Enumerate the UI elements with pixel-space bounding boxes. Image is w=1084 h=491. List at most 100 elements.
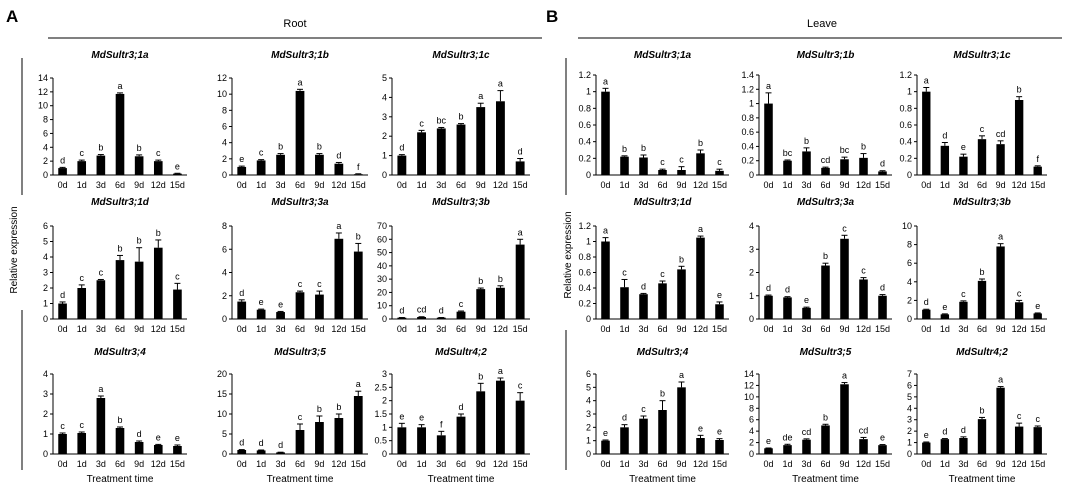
significance-letter: e <box>175 161 180 171</box>
y-tick-label: 8 <box>222 105 227 115</box>
bar <box>840 384 849 454</box>
significance-letter: d <box>641 281 646 291</box>
bar <box>859 439 868 454</box>
x-tick-label: 9d <box>676 324 686 334</box>
significance-letter: d <box>766 283 771 293</box>
x-tick-label: 3d <box>96 180 106 190</box>
y-tick-label: 1.2 <box>741 84 754 94</box>
x-tick-label: 6d <box>820 180 830 190</box>
significance-letter: d <box>336 150 341 160</box>
significance-letter: d <box>137 429 142 439</box>
bar <box>977 280 987 319</box>
significance-letter: b <box>1017 85 1022 95</box>
x-tick-label: 12d <box>693 459 708 469</box>
x-tick-label: 1d <box>256 180 266 190</box>
y-tick-label: 3 <box>749 244 754 254</box>
y-tick-label: 4 <box>382 92 387 102</box>
bar <box>515 161 525 175</box>
bar <box>153 161 163 175</box>
y-tick-label: 4 <box>586 396 591 406</box>
significance-letter: b <box>458 112 463 122</box>
significance-letter: b <box>478 371 483 381</box>
x-tick-label: 3d <box>276 180 286 190</box>
y-tick-label: 20 <box>217 369 227 379</box>
chart-leave-mdsultr3-1b: MdSultr3;1b 0 0.2 0.4 0.6 0.8 1 1.2 1.4 a 0d bc 1d b 3… <box>741 50 892 190</box>
chart-leave-mdsultr3-3a: MdSultr3;3a 0 1 2 3 4 d 0d d 1d e 3d b 6d c 9d c 12d d 15d <box>749 197 892 334</box>
bar <box>58 303 67 319</box>
x-tick-label: 1d <box>619 180 629 190</box>
x-tick-label: 0d <box>397 324 407 334</box>
significance-letter: d <box>399 143 404 153</box>
x-tick-label: 9d <box>839 459 849 469</box>
x-tick-label: 15d <box>513 459 528 469</box>
y-tick-label: 2 <box>43 283 48 293</box>
bar <box>821 425 830 454</box>
y-tick-label: 2 <box>43 409 48 419</box>
significance-letter: e <box>766 436 771 446</box>
significance-letter: b <box>336 402 341 412</box>
y-tick-label: 0 <box>382 170 387 180</box>
chart-title: MdSultr3;3a <box>271 197 329 208</box>
significance-letter: b <box>156 228 161 238</box>
bar <box>397 317 407 319</box>
bar <box>417 427 427 454</box>
significance-letter: d <box>942 427 947 437</box>
bar <box>295 90 305 175</box>
bar <box>153 445 163 454</box>
x-tick-label: 1d <box>417 180 427 190</box>
significance-letter: e <box>175 433 180 443</box>
x-tick-label: 0d <box>763 324 773 334</box>
significance-letter: c <box>717 157 722 167</box>
x-tick-label: 6d <box>657 324 667 334</box>
significance-letter: d <box>880 283 885 293</box>
bar <box>1033 427 1042 454</box>
significance-letter: a <box>98 384 103 394</box>
y-tick-label: 1 <box>43 299 48 309</box>
significance-letter: c <box>298 412 303 422</box>
y-tick-label: 0 <box>382 314 387 324</box>
bar <box>878 295 887 319</box>
bar <box>922 91 931 175</box>
bar <box>115 93 125 175</box>
y-tick-label: 0.4 <box>741 141 754 151</box>
y-tick-label: 1 <box>907 438 912 448</box>
y-tick-label: 4 <box>43 142 48 152</box>
y-tick-label: 0 <box>43 449 48 459</box>
x-axis-label: Treatment time <box>87 474 154 485</box>
x-tick-label: 12d <box>493 180 508 190</box>
y-tick-label: 1.5 <box>374 409 387 419</box>
y-tick-label: 10 <box>902 221 912 231</box>
y-tick-label: 8 <box>43 115 48 125</box>
bar <box>977 419 987 454</box>
bar <box>276 452 285 454</box>
significance-letter: d <box>458 402 463 412</box>
y-tick-label: 0.8 <box>741 113 754 123</box>
y-tick-label: 4 <box>907 277 912 287</box>
significance-letter: d <box>439 306 444 316</box>
significance-letter: b <box>979 267 984 277</box>
y-tick-label: 0.6 <box>578 268 591 278</box>
y-tick-label: 2 <box>749 438 754 448</box>
bar <box>353 251 363 319</box>
bar <box>134 156 144 175</box>
x-tick-label: 15d <box>513 180 528 190</box>
y-tick-label: 1.2 <box>578 221 591 231</box>
x-tick-label: 0d <box>921 324 931 334</box>
chart-root-mdsultr3-1a: MdSultr3;1a 0 2 4 6 8 10 12 14 d 0d c 1d b 3d a 6d b 9d c 12… <box>38 50 187 190</box>
bar <box>1014 302 1024 319</box>
bar <box>601 91 610 175</box>
y-tick-label: 0 <box>749 314 754 324</box>
x-tick-label: 6d <box>295 459 305 469</box>
bar <box>153 247 163 319</box>
bar <box>295 292 305 319</box>
significance-letter: c <box>660 269 665 279</box>
y-tick-label: 6 <box>43 128 48 138</box>
bar <box>417 317 427 319</box>
bar <box>237 166 247 175</box>
bar <box>295 430 305 454</box>
y-tick-label: 0.4 <box>899 137 912 147</box>
significance-letter: c <box>79 420 84 430</box>
x-tick-label: 1d <box>77 459 87 469</box>
bar <box>764 295 773 319</box>
